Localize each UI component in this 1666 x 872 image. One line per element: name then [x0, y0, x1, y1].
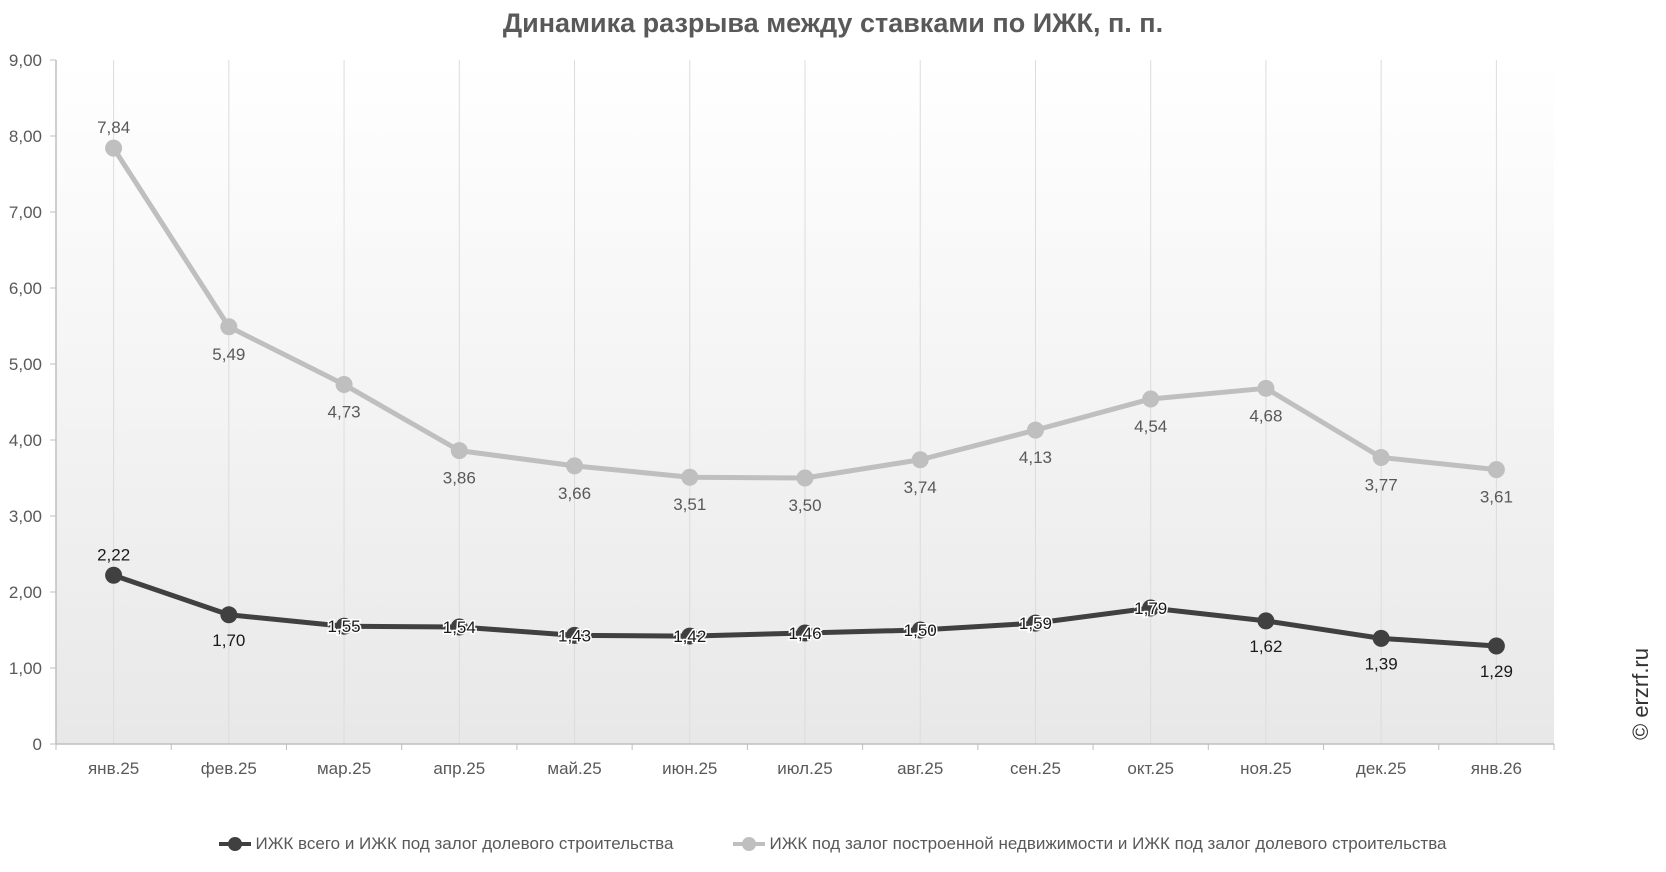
- y-tick-label: 3,00: [9, 507, 42, 526]
- x-tick-label: мар.25: [317, 759, 371, 778]
- series: [105, 139, 1505, 655]
- data-point-series-2: [1142, 390, 1160, 408]
- data-point-series-1: [1257, 612, 1275, 630]
- legend: ИЖК всего и ИЖК под залог долевого строи…: [0, 834, 1666, 854]
- data-label-series-2: 4,54: [1134, 417, 1167, 436]
- data-point-series-2: [1257, 379, 1275, 397]
- data-label-series-1: 1,43: [558, 626, 591, 645]
- data-point-series-1: [220, 606, 238, 624]
- data-point-series-2: [566, 457, 584, 475]
- legend-marker-series-2: [733, 837, 766, 851]
- data-label-series-1: 1,46: [788, 624, 821, 643]
- data-point-series-2: [796, 469, 814, 487]
- data-label-series-2: 3,50: [788, 496, 821, 515]
- legend-item-series-2: ИЖК под залог построенной недвижимости и…: [733, 834, 1447, 854]
- data-point-series-2: [1372, 448, 1390, 466]
- y-tick-label: 5,00: [9, 355, 42, 374]
- watermark: © erzrf.ru: [1628, 648, 1653, 740]
- data-label-series-2: 3,77: [1365, 475, 1398, 494]
- data-label-series-2: 3,66: [558, 484, 591, 503]
- data-point-series-1: [335, 617, 353, 635]
- x-tick-label: июн.25: [662, 759, 717, 778]
- data-point-series-1: [566, 626, 584, 644]
- data-label-series-1: 1,62: [1249, 637, 1282, 656]
- data-point-series-1: [1487, 637, 1505, 655]
- data-label-series-2: 3,86: [443, 469, 476, 488]
- y-tick-label: 1,00: [9, 659, 42, 678]
- data-point-series-2: [335, 376, 353, 394]
- chart-title: Динамика разрыва между ставками по ИЖК, …: [502, 8, 1164, 38]
- data-label-series-2: 4,68: [1249, 406, 1282, 425]
- data-label-series-2: 4,13: [1019, 448, 1052, 467]
- data-point-series-1: [1026, 614, 1044, 632]
- data-point-series-2: [220, 318, 238, 336]
- x-tick-label: янв.25: [88, 759, 139, 778]
- data-label-series-2: 7,84: [97, 118, 130, 137]
- y-tick-label: 2,00: [9, 583, 42, 602]
- data-point-series-1: [796, 624, 814, 642]
- data-label-series-1: 2,22: [97, 545, 130, 564]
- y-tick-label: 0: [33, 735, 42, 754]
- data-labels: 2,22 1,70 1,55 1,54 1,43 1,42 1,46 1,50 1,59 1,79…: [97, 118, 1513, 681]
- x-tick-label: апр.25: [433, 759, 485, 778]
- x-tick-label: авг.25: [897, 759, 943, 778]
- y-tick-label: 6,00: [9, 279, 42, 298]
- data-point-series-2: [105, 139, 123, 157]
- x-tick-label: июл.25: [777, 759, 832, 778]
- x-tick-label: май.25: [547, 759, 601, 778]
- x-tick-label: янв.26: [1471, 759, 1522, 778]
- data-label-series-2: 3,51: [673, 495, 706, 514]
- data-label-series-1: 1,29: [1480, 662, 1513, 681]
- x-tick-label: дек.25: [1356, 759, 1406, 778]
- data-point-series-2: [1487, 461, 1505, 479]
- data-label-series-1: 1,79: [1134, 599, 1167, 618]
- data-label-series-1: 1,70: [212, 631, 245, 650]
- x-tick-label: ноя.25: [1240, 759, 1292, 778]
- x-tick-label: фев.25: [201, 759, 257, 778]
- legend-label-series-1: ИЖК всего и ИЖК под залог долевого строи…: [255, 834, 674, 853]
- legend-marker-series-1: [219, 837, 252, 851]
- data-point-series-2: [450, 442, 468, 460]
- y-tick-label: 8,00: [9, 127, 42, 146]
- data-label-series-1: 1,39: [1365, 654, 1398, 673]
- y-tick-label: 7,00: [9, 203, 42, 222]
- data-label-series-2: 5,49: [212, 345, 245, 364]
- y-tick-label: 9,00: [9, 51, 42, 70]
- y-tick-label: 4,00: [9, 431, 42, 450]
- data-point-series-1: [1142, 599, 1160, 617]
- x-tick-label: сен.25: [1010, 759, 1061, 778]
- data-label-series-2: 3,74: [904, 478, 937, 497]
- data-point-series-2: [681, 468, 699, 486]
- legend-item-series-1: ИЖК всего и ИЖК под залог долевого строи…: [219, 834, 673, 854]
- data-point-series-1: [450, 618, 468, 636]
- data-point-series-2: [1026, 421, 1044, 439]
- data-point-series-1: [105, 566, 123, 584]
- legend-label-series-2: ИЖК под залог построенной недвижимости и…: [769, 834, 1447, 853]
- data-point-series-1: [911, 621, 929, 639]
- data-label-series-1: 1,42: [673, 627, 706, 646]
- data-label-series-1: 1,59: [1019, 614, 1052, 633]
- axes: 0 1,00 2,00 3,00 4,00 5,00 6,00 7,00 8,00 9,00 янв…: [9, 51, 1555, 778]
- data-label-series-1: 1,50: [904, 621, 937, 640]
- data-point-series-2: [911, 451, 929, 469]
- data-label-series-2: 3,61: [1480, 488, 1513, 507]
- data-label-series-1: 1,54: [443, 618, 476, 637]
- data-label-series-2: 4,73: [328, 403, 361, 422]
- data-point-series-1: [681, 627, 699, 645]
- data-point-series-1: [1372, 629, 1390, 647]
- x-tick-label: окт.25: [1127, 759, 1174, 778]
- data-label-series-1: 1,55: [328, 617, 361, 636]
